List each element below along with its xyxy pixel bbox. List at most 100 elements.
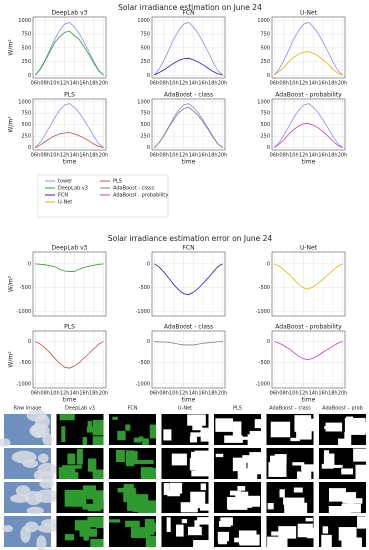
series-line: [154, 103, 223, 148]
y-tick-label: 250: [140, 59, 150, 65]
y-axis-label: W/m²: [8, 275, 15, 292]
cloud: [36, 535, 47, 550]
y-tick-label: -1000: [255, 309, 270, 315]
mask-region: [341, 492, 357, 501]
mask-region: [321, 534, 332, 547]
mask-region: [294, 415, 312, 432]
mask-region: [167, 490, 180, 497]
mask-region: [176, 524, 184, 537]
panel-title: PLS: [64, 92, 75, 99]
legend-box: [37, 174, 169, 218]
mask-region: [330, 464, 343, 468]
mask-region: [88, 505, 101, 512]
x-tick-label: 20h: [218, 391, 228, 397]
x-tick-label: 16h: [318, 81, 328, 87]
series-line: [154, 57, 223, 76]
mask-region: [267, 536, 288, 547]
mask-region: [218, 521, 231, 527]
mask-region: [61, 465, 82, 469]
y-tick-label: 0: [267, 73, 270, 79]
mask-region: [131, 460, 154, 465]
mask-region: [237, 486, 246, 491]
mask-region: [163, 483, 170, 495]
mask-region: [130, 527, 151, 538]
mask-region: [323, 453, 335, 466]
mask-region: [328, 506, 350, 513]
mask-region: [297, 471, 312, 479]
x-tick-label: 14h: [189, 81, 199, 87]
y-tick-label: 0: [28, 261, 31, 267]
image-tile: [266, 448, 314, 479]
legend-label: U-Net: [58, 200, 72, 206]
y-tick-label: 500: [260, 122, 270, 128]
x-tick-label: 10h: [289, 81, 299, 87]
mask-region: [235, 491, 249, 499]
x-tick-label: 18h: [208, 391, 218, 397]
mask-region: [341, 537, 362, 547]
panel-title: AdaBoost - probability: [275, 324, 342, 331]
x-tick-label: 16h: [318, 391, 328, 397]
y-tick-label: 1000: [137, 18, 150, 24]
mask-region: [353, 422, 366, 433]
cloud: [42, 432, 53, 446]
mask-region: [67, 453, 76, 465]
image-tile: [319, 482, 366, 513]
x-tick-label: 06h: [31, 391, 41, 397]
mask-region: [109, 519, 121, 523]
y-tick-label: 0: [28, 339, 31, 345]
mask-region: [355, 464, 366, 479]
mask-region: [189, 436, 198, 443]
y-tick-label: 500: [260, 45, 270, 51]
mask-region: [87, 516, 97, 528]
series-line: [274, 341, 343, 361]
mask-region: [95, 516, 104, 529]
y-axis-label: W/m²: [8, 116, 15, 133]
y-tick-label: 500: [140, 122, 150, 128]
mask-region: [138, 500, 156, 513]
mask-region: [279, 489, 285, 498]
mask-region: [237, 468, 253, 479]
mask-region: [285, 502, 308, 513]
x-tick-label: 20h: [338, 81, 348, 87]
mask-region: [229, 490, 242, 496]
mask-region: [341, 468, 354, 475]
cloud: [0, 438, 11, 447]
cloud: [39, 471, 55, 482]
x-axis-label: time: [182, 159, 196, 166]
series-line: [274, 22, 343, 76]
image-tile: [56, 516, 104, 547]
mask-region: [353, 448, 366, 462]
x-tick-label: 08h: [40, 153, 50, 159]
legend-label: AdaBoost - class: [113, 186, 154, 192]
x-tick-label: 10h: [50, 391, 60, 397]
x-tick-label: 06h: [270, 81, 280, 87]
image-tile: [266, 414, 314, 445]
mask-region: [140, 467, 153, 479]
y-tick-label: 250: [21, 59, 31, 65]
mask-region: [83, 526, 89, 541]
y-tick-label: -500: [259, 285, 270, 291]
series-line: [154, 341, 223, 346]
plot-frame: [151, 98, 226, 151]
mask-region: [224, 435, 243, 443]
series-line: [35, 22, 104, 76]
x-tick-label: 16h: [79, 391, 89, 397]
mask-region: [59, 414, 75, 421]
series-line: [35, 132, 104, 148]
x-tick-label: 12h: [179, 81, 189, 87]
x-tick-label: 08h: [40, 81, 50, 87]
series-line: [154, 263, 223, 296]
y-tick-label: 0: [28, 73, 31, 79]
cloud: [10, 494, 30, 503]
x-axis-label: time: [302, 159, 316, 166]
y-tick-label: 250: [140, 134, 150, 140]
mask-region: [145, 536, 156, 547]
y-tick-label: -1000: [135, 309, 150, 315]
mask-region: [76, 448, 83, 465]
x-tick-label: 14h: [189, 391, 199, 397]
y-tick-label: 500: [140, 45, 150, 51]
image-tile: [56, 414, 104, 445]
mask-region: [92, 436, 104, 445]
series-line: [35, 263, 104, 272]
